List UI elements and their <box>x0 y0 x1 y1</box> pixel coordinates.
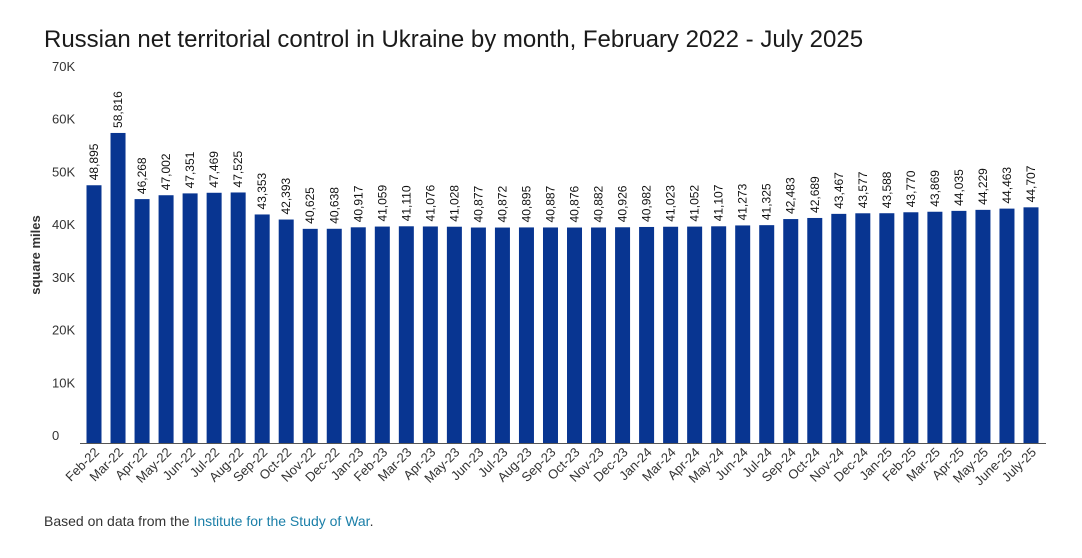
bar-feb-23 <box>374 226 390 443</box>
bar-oct-22 <box>278 219 294 443</box>
bar-nov-22 <box>302 228 318 443</box>
y-tick-label: 20K <box>52 323 75 338</box>
bar-apr-22 <box>134 199 150 443</box>
bar-may-25 <box>975 209 991 443</box>
data-label: 40,926 <box>616 185 630 222</box>
data-label: 44,463 <box>1000 167 1014 204</box>
data-label: 43,869 <box>928 170 942 207</box>
data-label: 41,052 <box>688 185 702 222</box>
x-axis: Feb-22Mar-22Apr-22May-22Jun-22Jul-22Aug-… <box>62 443 1046 488</box>
bar-feb-22 <box>86 185 102 444</box>
bar-jan-24 <box>639 226 655 443</box>
data-label: 40,917 <box>351 185 365 222</box>
data-label: 41,325 <box>760 183 774 220</box>
data-label: 43,770 <box>904 170 918 207</box>
data-label: 41,059 <box>375 185 389 222</box>
bar-aug-22 <box>230 192 246 443</box>
y-tick-label: 60K <box>52 112 75 127</box>
data-label: 40,982 <box>640 185 654 222</box>
bar-aug-23 <box>518 227 534 443</box>
data-label: 43,577 <box>856 171 870 208</box>
bar-oct-23 <box>567 227 583 443</box>
bar-may-22 <box>158 195 174 443</box>
data-label: 41,107 <box>712 184 726 221</box>
data-label: 44,035 <box>952 169 966 206</box>
bar-june-25 <box>999 208 1015 443</box>
bar-nov-23 <box>591 227 607 443</box>
data-label: 40,887 <box>543 185 557 222</box>
bar-mar-23 <box>398 226 414 443</box>
data-label: 41,076 <box>423 184 437 221</box>
source-suffix: . <box>369 513 374 529</box>
data-label: 48,895 <box>87 143 101 180</box>
data-label: 40,872 <box>495 186 509 223</box>
y-axis: 0 10K 20K 30K 40K 50K 60K 70K <box>52 59 75 443</box>
data-label: 40,882 <box>592 185 606 222</box>
data-label: 47,525 <box>231 150 245 187</box>
data-label: 42,393 <box>279 177 293 214</box>
bar-jun-24 <box>735 225 751 443</box>
y-tick-label: 10K <box>52 375 75 390</box>
bar-jun-23 <box>470 227 486 443</box>
y-tick-label: 0 <box>52 428 59 443</box>
bar-nov-24 <box>831 213 847 443</box>
bar-sep-23 <box>542 227 558 443</box>
y-axis-label: square miles <box>28 215 43 295</box>
data-label: 47,469 <box>207 151 221 188</box>
data-label: 40,895 <box>519 185 533 222</box>
bar-feb-25 <box>903 212 919 443</box>
data-label: 58,816 <box>111 91 125 128</box>
bar-chart: 0 10K 20K 30K 40K 50K 60K 70K 48,895 58,816 46,26… <box>28 59 1046 488</box>
bar-jan-23 <box>350 227 366 443</box>
data-label: 41,023 <box>664 185 678 222</box>
bars <box>86 132 1039 444</box>
data-labels: 48,895 58,816 46,268 47,002 47,351 47,469 47,5… <box>87 91 1038 224</box>
bar-may-23 <box>446 226 462 443</box>
bar-july-25 <box>1023 207 1039 443</box>
source-prefix: Based on data from the <box>44 513 194 529</box>
data-label: 47,351 <box>183 151 197 188</box>
data-label: 40,625 <box>303 187 317 224</box>
data-label: 46,268 <box>135 157 149 194</box>
bar-dec-24 <box>855 213 871 443</box>
data-label: 41,110 <box>399 185 413 221</box>
bar-mar-24 <box>663 226 679 443</box>
data-label: 44,707 <box>1024 165 1038 202</box>
bar-oct-24 <box>807 217 823 443</box>
bar-dec-23 <box>615 227 631 443</box>
bar-jul-24 <box>759 225 775 443</box>
data-label: 41,028 <box>447 185 461 222</box>
data-label: 44,229 <box>976 168 990 205</box>
data-label: 41,273 <box>736 183 750 220</box>
data-label: 42,689 <box>808 176 822 213</box>
bar-apr-23 <box>422 226 438 443</box>
data-label: 43,353 <box>255 172 269 209</box>
bar-may-24 <box>711 226 727 443</box>
data-label: 43,588 <box>880 171 894 208</box>
bar-mar-25 <box>927 211 943 443</box>
source-link[interactable]: Institute for the Study of War <box>193 513 370 529</box>
y-tick-label: 70K <box>52 59 75 74</box>
data-label: 47,002 <box>159 153 173 190</box>
bar-jul-23 <box>494 227 510 443</box>
bar-jul-22 <box>206 192 222 443</box>
data-label: 40,877 <box>471 185 485 222</box>
data-label: 42,483 <box>784 177 798 214</box>
bar-jun-22 <box>182 193 198 443</box>
y-tick-label: 40K <box>52 217 75 232</box>
bar-jan-25 <box>879 213 895 443</box>
y-tick-label: 50K <box>52 164 75 179</box>
data-label: 43,467 <box>832 172 846 209</box>
bar-apr-24 <box>687 226 703 443</box>
bar-apr-25 <box>951 210 967 443</box>
chart-title: Russian net territorial control in Ukrai… <box>44 26 864 53</box>
bar-dec-22 <box>326 228 342 443</box>
data-label: 40,876 <box>568 185 582 222</box>
bar-sep-22 <box>254 214 270 443</box>
bar-sep-24 <box>783 219 799 443</box>
bar-mar-22 <box>110 132 126 443</box>
source-note: Based on data from the Institute for the… <box>44 513 373 529</box>
y-tick-label: 30K <box>52 270 75 285</box>
data-label: 40,638 <box>327 187 341 224</box>
